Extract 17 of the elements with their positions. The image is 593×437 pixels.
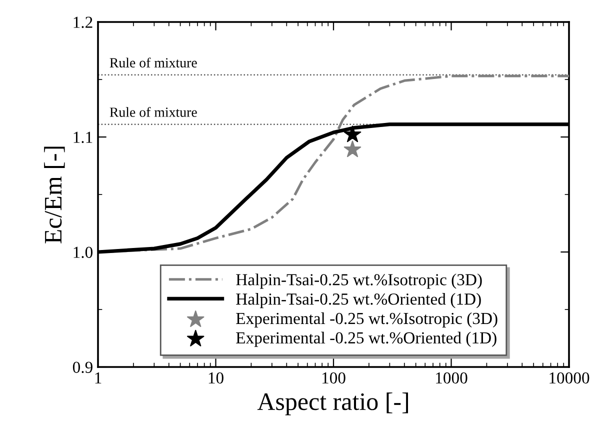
y-tick-label: 1.2 xyxy=(74,16,92,28)
x-tick-label: 1 xyxy=(95,372,102,384)
x-tick-label: 1000 xyxy=(436,372,468,384)
y-axis-title: Ec/Em [-] xyxy=(44,146,65,244)
x-tick-label: 100 xyxy=(322,372,346,384)
x-axis-title: Aspect ratio [-] xyxy=(257,392,408,416)
legend-label: Experimental -0.25 wt.%Isotropic (3D) xyxy=(236,312,498,328)
y-tick-label: 0.9 xyxy=(72,362,92,374)
legend-label: Experimental -0.25 wt.%Oriented (1D) xyxy=(236,332,496,347)
ref-line-label: Rule of mixture xyxy=(110,107,197,117)
y-tick-label: 1.0 xyxy=(74,246,93,258)
y-tick-label: 1.1 xyxy=(74,132,92,144)
x-tick-label: 10 xyxy=(208,372,224,384)
ref-line-label: Rule of mixture xyxy=(110,58,197,68)
legend-label: Halpin-Tsai-0.25 wt.%Oriented (1D) xyxy=(236,293,481,308)
x-tick-label: 10000 xyxy=(550,372,590,384)
legend-label: Halpin-Tsai-0.25 wt.%Isotropic (3D) xyxy=(236,274,482,289)
